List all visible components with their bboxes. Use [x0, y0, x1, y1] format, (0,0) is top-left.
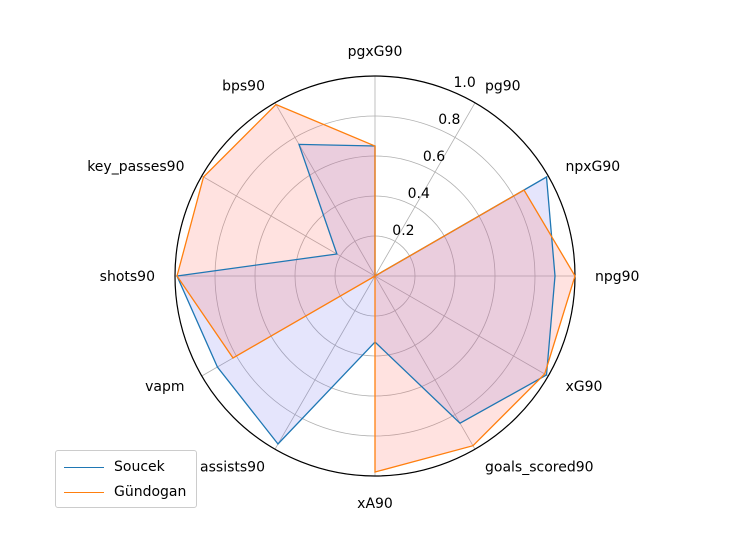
axis-label-npg90: npg90 [595, 269, 639, 285]
axis-label-vapm: vapm [145, 379, 184, 395]
series-fill-gndogan [177, 104, 575, 472]
spoke-goals_scored90 [374, 275, 476, 450]
series-fill-soucek [177, 144, 555, 444]
axis-label-key_passes90: key_passes90 [87, 159, 184, 175]
axis-label-goals_scored90: goals_scored90 [485, 460, 594, 476]
legend-label-soucek: Soucek [114, 459, 165, 475]
legend-swatch-gundogan [64, 491, 104, 493]
series-line-gndogan [176, 103, 576, 473]
spoke-assists90 [274, 275, 376, 450]
radial-tick-4: 1.0 [454, 75, 476, 91]
legend-item-soucek: Soucek [64, 457, 165, 477]
radial-tick-0: 0.2 [392, 223, 414, 239]
axis-label-pg90: pg90 [485, 79, 521, 95]
axis-labels: pgxG90 pg90 npxG90 npg90 xG90 goals_scored90x… [87, 44, 639, 512]
spoke-xG90 [374, 275, 549, 377]
axis-label-xG90: xG90 [566, 379, 603, 395]
axis-label-shots90: shots90 [100, 269, 155, 285]
legend: Soucek Gündogan [55, 450, 197, 508]
axis-label-npxG90: npxG90 [566, 159, 621, 175]
spoke-bps90 [274, 102, 376, 277]
radial-tick-1: 0.4 [408, 186, 430, 202]
radial-tick-3: 0.8 [438, 112, 460, 128]
spoke-key_passes90 [201, 175, 376, 277]
axis-label-assists90: assists90 [200, 460, 265, 476]
legend-item-gundogan: Gündogan [64, 482, 186, 502]
axis-label-bps90: bps90 [222, 79, 265, 95]
legend-label-gundogan: Gündogan [114, 484, 187, 500]
radial-tick-labels: 0.2 0.4 0.6 0.8 1.0 [392, 75, 475, 239]
series-layer [176, 103, 576, 473]
axis-label-pgxG90: pgxG90 [348, 44, 403, 60]
axis-label-xA90: xA90 [357, 496, 393, 512]
legend-swatch-soucek [64, 466, 104, 468]
radial-tick-2: 0.6 [423, 149, 445, 165]
spoke-pg90 [374, 102, 476, 277]
